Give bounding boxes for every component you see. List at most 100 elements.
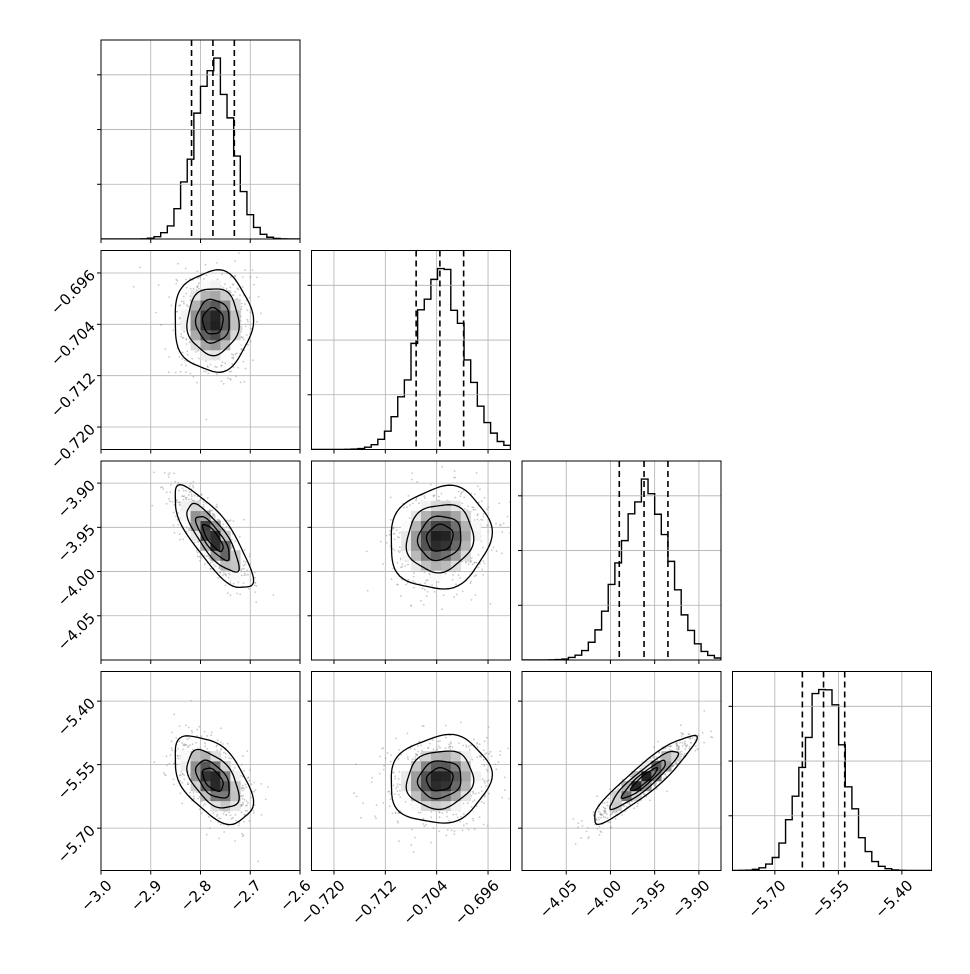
scatter-point (139, 266, 141, 269)
scatter-point (658, 751, 661, 754)
scatter-point (240, 308, 243, 310)
scatter-point (460, 491, 463, 494)
scatter-point (460, 560, 463, 563)
scatter-point (213, 515, 216, 517)
density-cell (220, 290, 231, 301)
scatter-point (240, 795, 243, 797)
scatter-point (244, 809, 247, 812)
scatter-point (244, 367, 247, 370)
contour-line (186, 748, 240, 809)
scatter-point (199, 560, 201, 562)
scatter-point (453, 596, 456, 598)
scatter-point (506, 515, 509, 518)
scatter-point (688, 746, 691, 748)
scatter-point (687, 733, 690, 735)
scatter-point (164, 773, 166, 776)
scatter-point (609, 793, 612, 796)
scatter-point (236, 592, 239, 595)
scatter-point (431, 584, 433, 587)
scatter-point (460, 721, 462, 724)
scatter-point (503, 776, 506, 779)
scatter-point (499, 750, 502, 753)
density-cell (230, 340, 241, 351)
scatter-point (176, 310, 179, 313)
scatter-point (471, 506, 474, 509)
scatter-point (455, 593, 458, 596)
scatter-point (473, 519, 476, 521)
panel-content (311, 250, 511, 450)
contour-line (390, 733, 494, 824)
scatter-point (485, 768, 488, 771)
scatter-point (190, 729, 193, 732)
scatter-point (451, 578, 454, 581)
density-cell (420, 510, 432, 521)
density-cell (420, 520, 432, 531)
scatter-point (181, 487, 184, 490)
scatter-point (429, 573, 431, 576)
x-tick-label-p0: −2.8 (177, 877, 215, 915)
scatter-point (397, 812, 400, 814)
scatter-point (370, 781, 373, 783)
scatter-point (394, 775, 396, 778)
scatter-point (396, 820, 399, 823)
scatter-point (193, 541, 196, 544)
scatter-point (179, 304, 182, 306)
scatter-point (441, 608, 443, 611)
scatter-point (181, 495, 184, 498)
scatter-point (475, 805, 478, 808)
scatter-point (243, 769, 246, 772)
scatter-point (173, 472, 176, 475)
density-cell (220, 771, 231, 782)
scatter-point (181, 358, 184, 360)
scatter-point (200, 556, 203, 559)
density-cell (230, 790, 241, 802)
scatter-point (178, 725, 181, 727)
scatter-point (221, 361, 224, 363)
scatter-point (178, 356, 181, 358)
scatter-point (431, 739, 434, 742)
density-cell (621, 790, 632, 802)
scatter-point (404, 800, 407, 803)
scatter-point (476, 513, 479, 516)
density-cell (430, 530, 442, 541)
scatter-point (581, 824, 584, 827)
density-cell (440, 540, 452, 551)
scatter-point (257, 295, 260, 298)
scatter-point (225, 814, 228, 816)
scatter-point (260, 814, 263, 816)
scatter-point (450, 829, 453, 832)
scatter-point (684, 748, 687, 750)
scatter-point (234, 840, 236, 842)
scatter-point (406, 581, 409, 584)
scatter-point (198, 795, 201, 798)
scatter-point (379, 540, 382, 543)
scatter-point (175, 310, 178, 313)
scatter-point (442, 594, 445, 597)
scatter-point (189, 372, 192, 375)
contour-line (201, 767, 224, 792)
scatter-point (502, 522, 505, 525)
scatter-point (355, 795, 358, 798)
scatter-point (216, 749, 219, 751)
scatter-point (229, 286, 232, 289)
scatter-point (411, 472, 414, 474)
scatter-point (173, 783, 175, 786)
scatter-point (190, 490, 192, 493)
scatter-point (199, 276, 201, 279)
scatter-point (225, 526, 228, 529)
scatter-point (484, 753, 486, 755)
scatter-point (600, 813, 602, 816)
scatter-point (175, 737, 178, 739)
scatter-point (214, 565, 217, 568)
scatter-point (478, 816, 481, 819)
density-cell (460, 540, 471, 551)
density-cell (210, 520, 221, 531)
density-cell (661, 761, 672, 772)
scatter-point (680, 724, 682, 727)
scatter-point (415, 754, 418, 756)
scatter-point (444, 724, 447, 727)
y-tick-label-p2: −3.90 (54, 476, 99, 521)
scatter-point (599, 830, 602, 833)
scatter-point (200, 735, 203, 738)
panel-frame (100, 460, 301, 661)
